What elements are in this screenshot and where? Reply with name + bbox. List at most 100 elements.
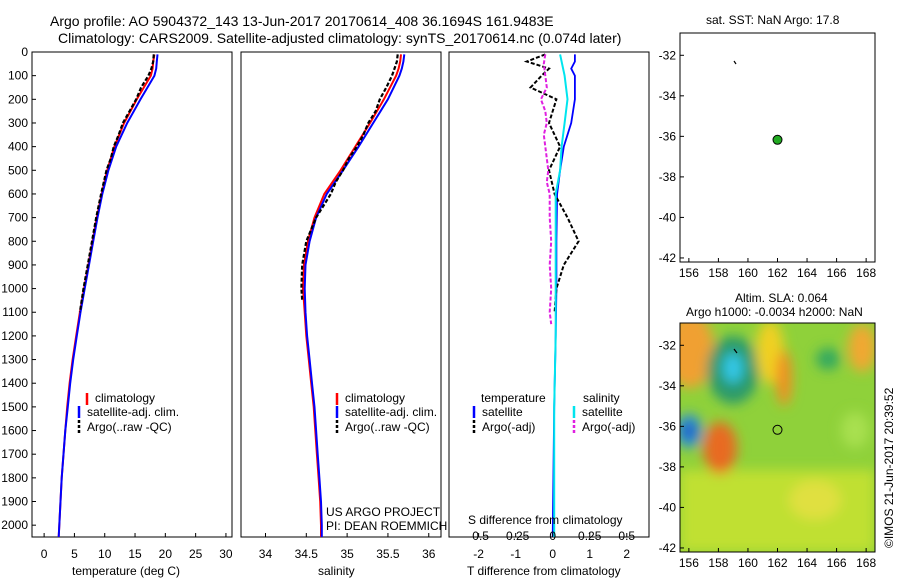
x-tick-label: 0	[549, 547, 556, 561]
x-tick-label: 15	[128, 547, 142, 561]
map-x-tick-label: 156	[679, 556, 699, 570]
float-location-marker	[772, 134, 783, 145]
map-x-tick-label: 160	[738, 266, 758, 280]
map-y-tick-label: -36	[659, 419, 677, 433]
map-y-tick-label: -32	[659, 338, 677, 352]
map-y-tick-label: -38	[659, 460, 677, 474]
diff-s-label: S difference from climatology	[468, 513, 623, 527]
map-x-tick-label: 160	[738, 556, 758, 570]
depth-tick-label: 1300	[1, 353, 28, 367]
map-x-tick-label: 168	[856, 266, 876, 280]
temp-legend: climatology satellite-adj. clim. Argo(..…	[77, 391, 179, 434]
x-tick-label: 0	[41, 547, 48, 561]
depth-tick-label: 1700	[1, 447, 28, 461]
map-x-tick-label: 156	[679, 266, 699, 280]
float-location-ring	[772, 424, 783, 435]
s-tick-label: 0	[549, 529, 556, 543]
sal-plot-frame	[240, 51, 442, 538]
diff-s-ticks: -0.5 -0.25 0 0.25 0.5	[468, 529, 635, 543]
map-x-tick-label: 158	[708, 266, 728, 280]
temp-legend-argo: Argo(..raw -QC)	[87, 420, 172, 434]
map-x-tick-label: 162	[767, 266, 787, 280]
map-x-tick-label: 158	[708, 556, 728, 570]
temp-legend-sat: satellite-adj. clim.	[87, 405, 179, 419]
sal-xticks: 34 34.5 35 35.5 36	[259, 533, 436, 561]
series-line-satellite-adj-clim-	[303, 54, 406, 537]
series-line-climatology	[57, 54, 156, 538]
depth-tick-label: 1500	[1, 400, 28, 414]
x-tick-label: 5	[71, 547, 78, 561]
x-tick-label: 2	[623, 547, 630, 561]
x-tick-label: 35	[340, 547, 354, 561]
sla-south-band	[680, 470, 875, 552]
x-tick-label: 25	[189, 547, 203, 561]
depth-tick-label: 1000	[1, 282, 28, 296]
sla-yellow-south	[789, 480, 841, 520]
map-x-tick-label: 166	[827, 266, 847, 280]
depth-tick-label: 100	[8, 69, 28, 83]
map-y-tick-label: -40	[659, 500, 677, 514]
header-line-2: Climatology: CARS2009. Satellite-adjuste…	[58, 30, 621, 46]
diff-series-layer	[523, 53, 580, 538]
depth-tick-label: 2000	[1, 518, 28, 532]
depth-axis: 0 100 200 300 400 500 600 700 800 900 1000 1100 1200…	[1, 45, 36, 532]
x-tick-label: 30	[219, 547, 233, 561]
sal-legend-sat: satellite-adj. clim.	[345, 405, 437, 419]
s-tick-label: 0.25	[578, 529, 602, 543]
sla-warm-nw	[680, 323, 714, 388]
s-tick-label: 0.5	[618, 529, 635, 543]
map-x-tick-label: 162	[767, 556, 787, 570]
x-tick-label: 1	[586, 547, 593, 561]
sal-annotation-pi: PI: DEAN ROEMMICH	[326, 519, 447, 533]
map-x-tick-label: 166	[827, 556, 847, 570]
map-x-tick-label: 168	[856, 556, 876, 570]
diff-legend-sal-title: salinity	[583, 391, 620, 405]
sla-cold-core	[723, 353, 743, 383]
diff-legend-temp-title: temperature	[481, 391, 546, 405]
x-tick-label: 34	[259, 547, 273, 561]
map-y-tick-label: -32	[659, 48, 677, 62]
depth-tick-label: 200	[8, 92, 28, 106]
map-y-tick-label: -38	[659, 170, 677, 184]
map-top-track	[733, 60, 737, 65]
series-line-argo-raw-qc-	[300, 54, 399, 301]
sla-green-ne	[816, 348, 840, 370]
x-tick-label: 10	[98, 547, 112, 561]
diff-legend-tsat: satellite	[482, 405, 523, 419]
x-tick-label: 34.5	[295, 547, 319, 561]
credit-label: ©IMOS 21-Jun-2017 20:39:52	[882, 387, 896, 548]
diff-xticks: -2 -1 0 1 2	[473, 533, 630, 561]
diff-legend-ssat: satellite	[582, 405, 623, 419]
sla-light-east	[841, 412, 869, 448]
depth-tick-label: 1200	[1, 329, 28, 343]
x-tick-label: -1	[510, 547, 521, 561]
temp-xticks: 0 5 10 15 20 25 30	[41, 533, 233, 561]
map-y-tick-label: -42	[659, 251, 677, 265]
diff-xlabel: T difference from climatology	[467, 564, 621, 578]
map-x-tick-label: 164	[797, 556, 817, 570]
series-line-satellite-adj-clim-	[57, 54, 159, 538]
sal-legend-argo: Argo(..raw -QC)	[345, 420, 430, 434]
depth-tick-label: 1100	[2, 305, 28, 319]
series-line-salinity-satellite	[553, 54, 569, 537]
map-top-ticks: 156 158 160 162 164 166 168 -32 -34 -36 -38 -40 -42	[659, 48, 877, 280]
sla-orange-north	[776, 350, 792, 406]
depth-tick-label: 1600	[1, 424, 28, 438]
s-tick-label: -0.5	[468, 529, 489, 543]
depth-tick-label: 300	[8, 116, 28, 130]
map-top-title: sat. SST: NaN Argo: 17.8	[706, 13, 840, 27]
series-line-argo-raw-qc-	[78, 54, 155, 313]
map-top-frame	[679, 32, 876, 263]
map-y-tick-label: -40	[659, 210, 677, 224]
sla-warm-ne	[848, 324, 875, 372]
s-tick-label: -0.25	[502, 529, 530, 543]
temp-plot-frame	[31, 51, 233, 538]
diff-legend-sargo: Argo(-adj)	[582, 420, 635, 434]
x-tick-label: 20	[159, 547, 173, 561]
sal-legend: climatology satellite-adj. clim. Argo(..…	[335, 391, 437, 434]
sla-field	[680, 323, 875, 552]
temp-series-layer	[57, 54, 159, 538]
diff-plot-frame	[448, 51, 650, 538]
map-y-tick-label: -34	[659, 89, 677, 103]
